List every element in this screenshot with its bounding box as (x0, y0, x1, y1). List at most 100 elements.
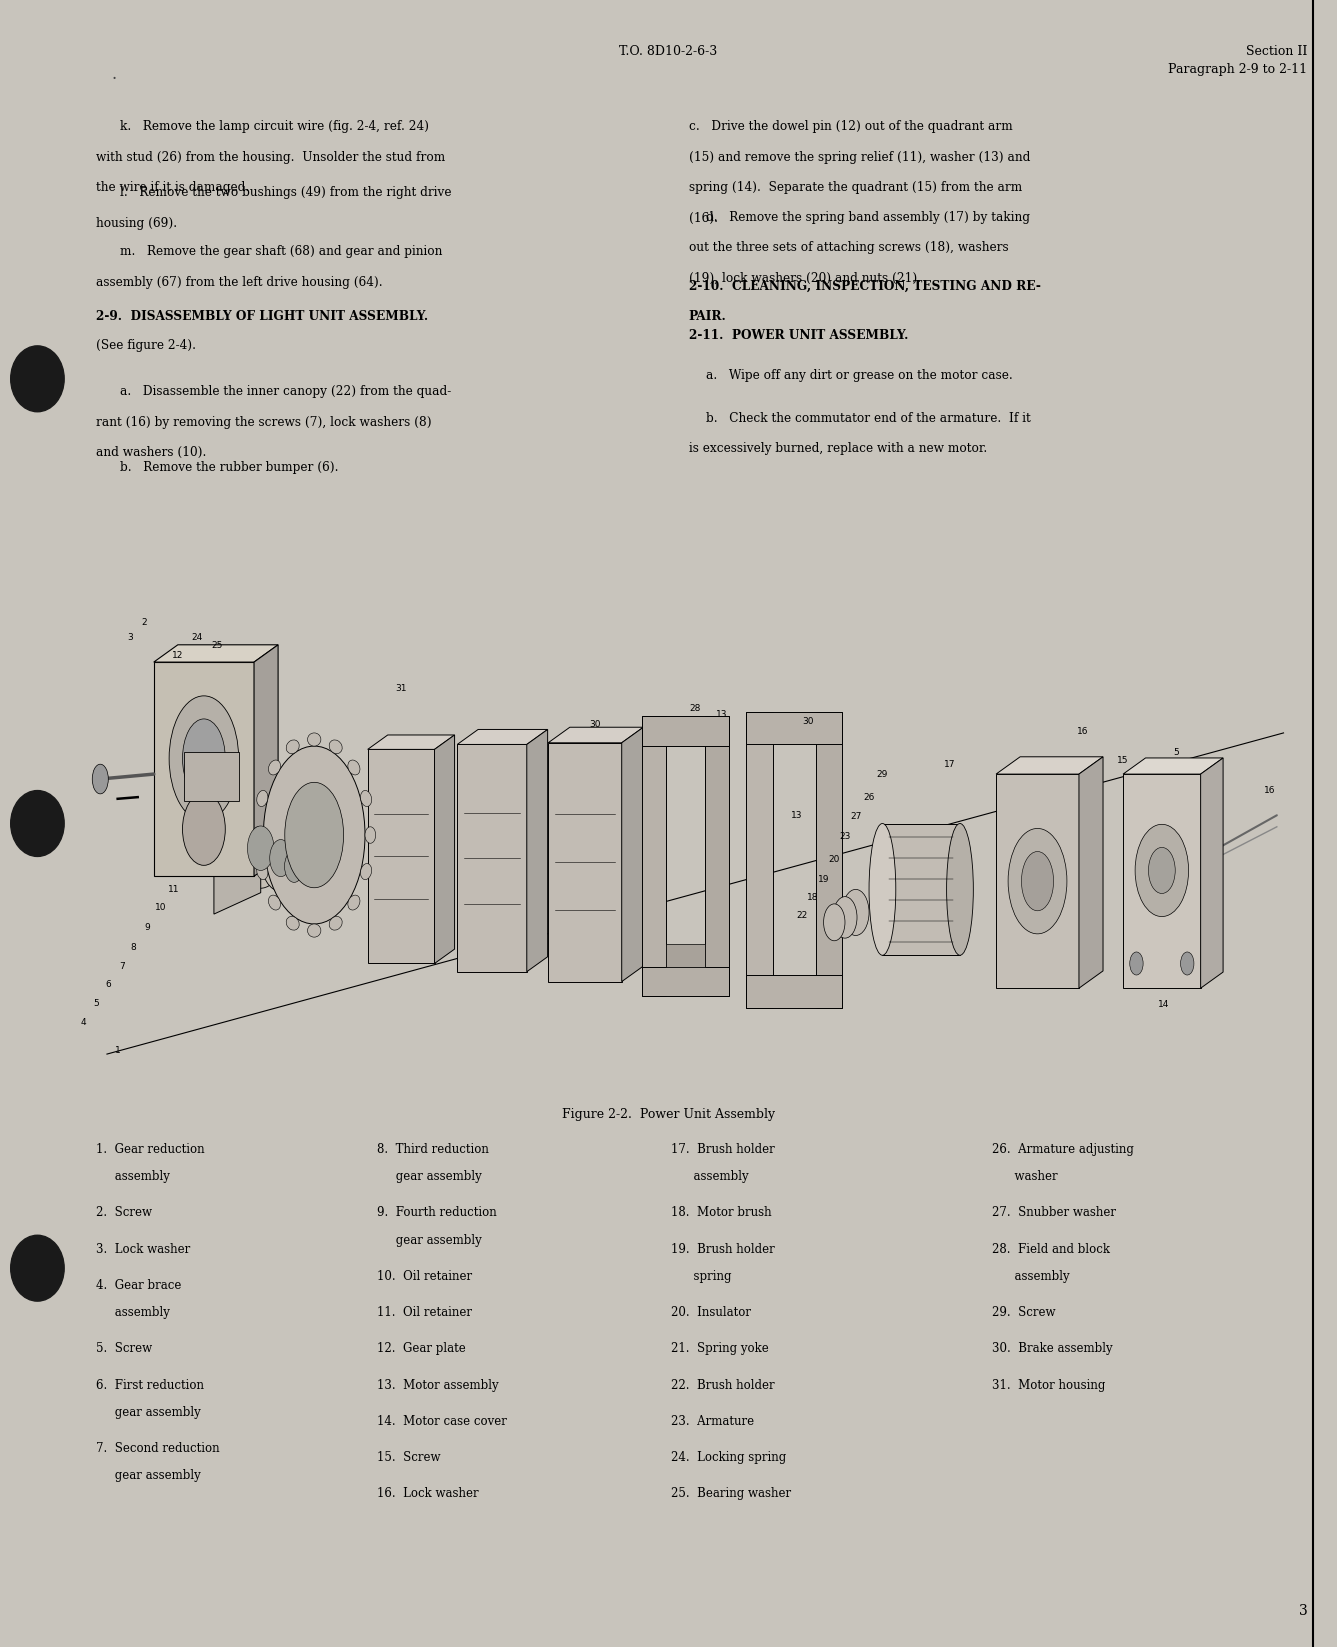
Polygon shape (1201, 758, 1223, 988)
Polygon shape (1123, 774, 1201, 988)
Text: the wire if it is damaged.: the wire if it is damaged. (96, 181, 250, 194)
Polygon shape (746, 712, 842, 744)
Text: 10.  Oil retainer: 10. Oil retainer (377, 1270, 472, 1283)
Text: rant (16) by removing the screws (7), lock washers (8): rant (16) by removing the screws (7), lo… (96, 415, 432, 428)
Text: 26.  Armature adjusting: 26. Armature adjusting (992, 1143, 1134, 1156)
Text: 9: 9 (144, 922, 150, 932)
Text: assembly: assembly (671, 1169, 749, 1183)
Text: 13.  Motor assembly: 13. Motor assembly (377, 1379, 499, 1392)
Ellipse shape (168, 695, 238, 820)
Text: 28.  Field and block: 28. Field and block (992, 1242, 1110, 1255)
Text: 2-10.  CLEANING, INSPECTION, TESTING AND RE-: 2-10. CLEANING, INSPECTION, TESTING AND … (689, 280, 1040, 293)
Text: 13: 13 (717, 710, 727, 720)
Text: 3: 3 (1298, 1604, 1308, 1617)
Text: washer: washer (992, 1169, 1058, 1183)
Ellipse shape (263, 746, 365, 924)
Bar (882, 824, 960, 955)
Text: 18.  Motor brush: 18. Motor brush (671, 1206, 771, 1219)
Text: assembly (67) from the left drive housing (64).: assembly (67) from the left drive housin… (96, 275, 382, 288)
Polygon shape (642, 716, 729, 746)
Text: 13: 13 (792, 810, 802, 820)
Text: 19.  Brush holder: 19. Brush holder (671, 1242, 775, 1255)
Ellipse shape (348, 894, 360, 911)
Text: 8.  Third reduction: 8. Third reduction (377, 1143, 489, 1156)
Polygon shape (435, 735, 455, 963)
Polygon shape (1079, 758, 1103, 988)
Text: PAIR.: PAIR. (689, 310, 726, 323)
Text: 20: 20 (829, 855, 840, 865)
Text: gear assembly: gear assembly (96, 1405, 201, 1418)
Text: b.   Remove the rubber bumper (6).: b. Remove the rubber bumper (6). (120, 461, 338, 474)
Text: 2: 2 (142, 618, 147, 628)
Text: 16.  Lock washer: 16. Lock washer (377, 1487, 479, 1500)
Ellipse shape (247, 827, 274, 870)
Text: 1.  Gear reduction: 1. Gear reduction (96, 1143, 205, 1156)
Ellipse shape (270, 840, 291, 876)
Ellipse shape (237, 809, 285, 888)
Text: 9.  Fourth reduction: 9. Fourth reduction (377, 1206, 497, 1219)
Text: 16: 16 (1265, 786, 1275, 796)
Ellipse shape (947, 824, 973, 955)
Polygon shape (705, 716, 729, 996)
Text: 15.  Screw: 15. Screw (377, 1451, 440, 1464)
Ellipse shape (257, 791, 267, 807)
Ellipse shape (1008, 828, 1067, 934)
Text: 11: 11 (168, 884, 179, 894)
Polygon shape (1123, 758, 1223, 774)
Ellipse shape (1181, 952, 1194, 975)
Text: b.   Check the commutator end of the armature.  If it: b. Check the commutator end of the armat… (706, 412, 1031, 425)
Text: 15: 15 (1118, 756, 1128, 766)
Text: 3.  Lock washer: 3. Lock washer (96, 1242, 190, 1255)
Ellipse shape (1135, 824, 1189, 916)
Polygon shape (368, 735, 455, 749)
Text: 28: 28 (690, 703, 701, 713)
Ellipse shape (285, 850, 303, 883)
Ellipse shape (92, 764, 108, 794)
Text: 24: 24 (191, 632, 202, 642)
Text: gear assembly: gear assembly (377, 1234, 481, 1247)
Ellipse shape (285, 782, 344, 888)
Circle shape (11, 346, 64, 412)
Polygon shape (642, 967, 729, 996)
Text: 31.  Motor housing: 31. Motor housing (992, 1379, 1106, 1392)
Polygon shape (996, 774, 1079, 988)
Text: with stud (26) from the housing.  Unsolder the stud from: with stud (26) from the housing. Unsolde… (96, 150, 445, 163)
Text: 20.  Insulator: 20. Insulator (671, 1306, 751, 1319)
Ellipse shape (253, 827, 263, 843)
Text: assembly: assembly (992, 1270, 1070, 1283)
Text: 12.  Gear plate: 12. Gear plate (377, 1342, 465, 1355)
Ellipse shape (308, 733, 321, 746)
Ellipse shape (269, 759, 281, 776)
Ellipse shape (286, 916, 299, 931)
Polygon shape (154, 662, 254, 876)
Text: T.O. 8D10-2-6-3: T.O. 8D10-2-6-3 (619, 44, 718, 58)
Polygon shape (368, 749, 435, 963)
Ellipse shape (182, 718, 225, 797)
Text: out the three sets of attaching screws (18), washers: out the three sets of attaching screws (… (689, 240, 1008, 254)
Text: spring (14).  Separate the quadrant (15) from the arm: spring (14). Separate the quadrant (15) … (689, 181, 1021, 194)
Text: (19), lock washers (20) and nuts (21).: (19), lock washers (20) and nuts (21). (689, 272, 921, 285)
Text: 23.  Armature: 23. Armature (671, 1415, 754, 1428)
Text: 25: 25 (211, 641, 222, 651)
Ellipse shape (257, 863, 267, 879)
Ellipse shape (182, 792, 225, 865)
Ellipse shape (261, 825, 301, 891)
Text: 18: 18 (808, 893, 818, 903)
Text: 30: 30 (802, 716, 813, 726)
Text: 22: 22 (797, 911, 808, 921)
Text: gear assembly: gear assembly (96, 1469, 201, 1482)
Ellipse shape (869, 824, 896, 955)
Text: Section II: Section II (1246, 44, 1308, 58)
Ellipse shape (329, 916, 342, 931)
Polygon shape (457, 730, 548, 744)
Circle shape (11, 791, 64, 856)
Text: (16).: (16). (689, 211, 718, 224)
Text: a.   Disassemble the inner canopy (22) from the quad-: a. Disassemble the inner canopy (22) fro… (120, 385, 452, 399)
Text: 29.  Screw: 29. Screw (992, 1306, 1055, 1319)
Text: 14.  Motor case cover: 14. Motor case cover (377, 1415, 507, 1428)
Text: 21.  Spring yoke: 21. Spring yoke (671, 1342, 769, 1355)
Ellipse shape (833, 896, 857, 939)
Polygon shape (746, 975, 842, 1008)
Ellipse shape (824, 904, 845, 940)
Text: 31: 31 (396, 684, 406, 693)
